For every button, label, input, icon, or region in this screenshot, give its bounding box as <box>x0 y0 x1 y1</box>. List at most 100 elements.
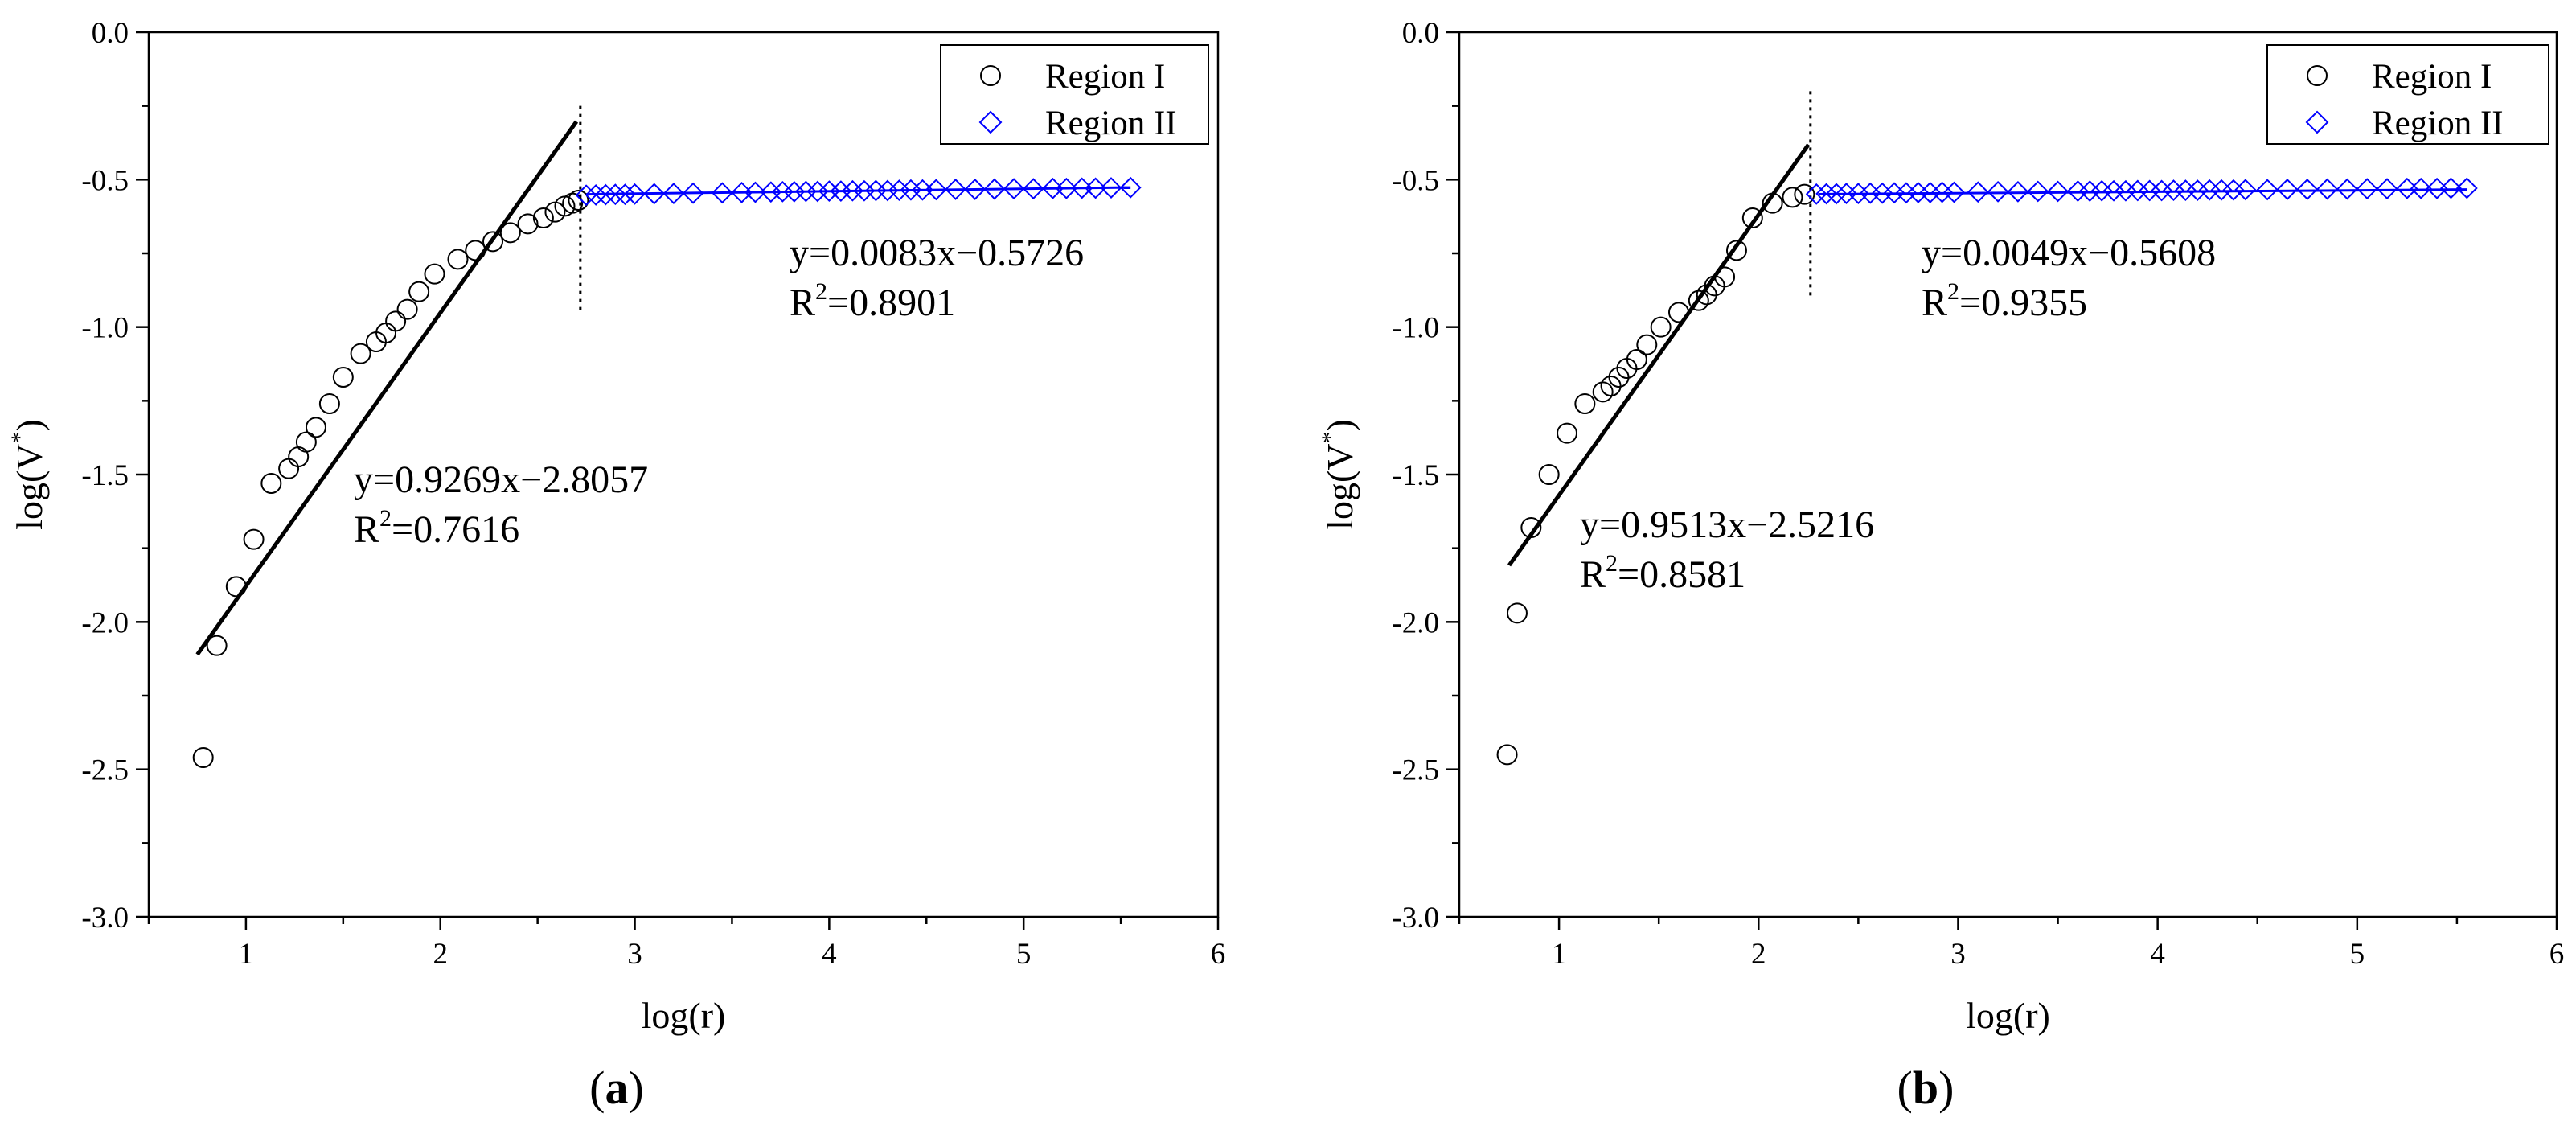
data-point-region-1 <box>465 240 486 261</box>
data-point-region-2 <box>818 180 840 203</box>
fit-line-region-1 <box>195 120 579 656</box>
legend-label: Region II <box>1045 105 1177 142</box>
data-point-region-1 <box>396 298 418 320</box>
data-point-region-2 <box>841 179 863 202</box>
legend-label: Region I <box>2372 58 2492 96</box>
x-tick-label: 3 <box>627 938 642 971</box>
data-point-region-1 <box>1668 302 1689 323</box>
data-point-region-2 <box>682 182 704 204</box>
x-tick-label: 1 <box>1552 938 1567 971</box>
x-tick-label: 4 <box>2150 938 2165 971</box>
data-point-region-1 <box>350 343 371 364</box>
x-axis-title: log(r) <box>1966 995 2050 1036</box>
data-point-region-2 <box>925 179 947 201</box>
data-point-region-2 <box>2163 179 2184 201</box>
data-point-region-2 <box>2090 179 2113 202</box>
data-point-region-2 <box>2316 178 2339 200</box>
r-squared-superscript: 2 <box>1606 550 1618 577</box>
data-point-region-1 <box>1794 183 1815 205</box>
data-point-region-1 <box>1496 744 1518 766</box>
data-point-region-2 <box>1943 181 1965 203</box>
data-point-region-2 <box>1987 180 2009 203</box>
fit-line-region-1 <box>1507 143 1811 567</box>
panel-label-close-paren: ) <box>629 1062 644 1114</box>
y-tick-label: 0.0 <box>92 17 129 50</box>
legend-box <box>2266 44 2549 145</box>
data-point-region-1 <box>243 528 265 550</box>
data-point-region-2 <box>1919 182 1942 203</box>
data-point-region-2 <box>1871 182 1893 204</box>
data-point-region-2 <box>2007 180 2029 203</box>
legend-label: Region I <box>1045 58 1165 96</box>
data-point-region-2 <box>783 180 806 203</box>
y-tick-label: -3.0 <box>1392 902 1439 935</box>
y-axis-title-superscript: * <box>6 432 33 444</box>
x-tick-label: 6 <box>2549 938 2565 971</box>
data-point-region-1 <box>1714 266 1736 288</box>
data-point-region-2 <box>1805 183 1827 205</box>
data-point-region-2 <box>771 180 794 203</box>
data-point-region-2 <box>2198 179 2221 201</box>
data-point-region-2 <box>614 183 636 206</box>
plot-frame <box>1458 31 2558 918</box>
data-point-region-2 <box>2455 177 2478 199</box>
y-axis-title-close: ) <box>9 419 50 431</box>
r-squared-value: =0.9355 <box>1959 281 2087 324</box>
data-point-region-1 <box>1762 192 1783 214</box>
data-point-region-2 <box>888 179 910 201</box>
data-point-region-2 <box>830 180 852 203</box>
fit-equation: y=0.9513x−2.5216 <box>1580 503 1874 546</box>
data-point-region-2 <box>2256 179 2279 201</box>
data-point-region-2 <box>1119 176 1142 199</box>
data-point-region-2 <box>2151 179 2173 202</box>
fit-r-squared: R2=0.8581 <box>1580 550 1745 596</box>
data-point-region-2 <box>2027 180 2049 203</box>
data-point-region-2 <box>1022 178 1044 200</box>
data-point-region-2 <box>853 179 876 202</box>
data-point-region-1 <box>1574 393 1596 414</box>
r-squared-prefix: R <box>1580 553 1606 596</box>
legend-marker-circle <box>980 65 1001 86</box>
data-point-region-1 <box>1626 349 1647 370</box>
data-point-region-1 <box>1782 187 1803 208</box>
data-point-region-2 <box>2396 177 2418 199</box>
data-point-region-2 <box>575 184 597 207</box>
x-tick-label: 1 <box>239 938 254 971</box>
data-point-region-2 <box>594 183 617 206</box>
data-point-region-2 <box>2234 179 2257 201</box>
r-squared-prefix: R <box>1922 281 1947 324</box>
r-squared-value: =0.8581 <box>1618 553 1745 596</box>
series-region-2 <box>1805 177 2478 205</box>
data-point-region-2 <box>585 183 607 206</box>
data-point-region-1 <box>225 576 247 598</box>
data-point-region-1 <box>1506 602 1528 624</box>
data-point-region-2 <box>1085 177 1107 199</box>
data-point-region-2 <box>2410 177 2432 199</box>
r-squared-value: =0.7616 <box>392 508 519 551</box>
data-point-region-2 <box>1055 177 1077 199</box>
x-tick-label: 6 <box>1211 938 1226 971</box>
r-squared-superscript: 2 <box>379 505 392 532</box>
data-point-region-2 <box>964 179 987 200</box>
y-tick-label: -0.5 <box>1392 164 1439 197</box>
y-tick-label: 0.0 <box>1402 17 1439 50</box>
data-point-region-1 <box>482 231 504 253</box>
data-point-region-1 <box>318 393 340 414</box>
data-point-region-1 <box>1636 334 1658 355</box>
data-point-region-1 <box>517 213 539 235</box>
data-point-region-1 <box>260 473 282 494</box>
data-point-region-2 <box>604 183 626 206</box>
data-point-region-1 <box>206 635 228 656</box>
data-point-region-2 <box>624 183 646 205</box>
data-point-region-2 <box>1815 183 1838 205</box>
x-tick-label: 5 <box>1016 938 1032 971</box>
data-point-region-1 <box>1741 207 1763 228</box>
panel-label-letter: b <box>1913 1062 1938 1114</box>
data-point-region-2 <box>876 179 899 202</box>
data-point-region-1 <box>1688 290 1709 311</box>
legend-marker-diamond <box>978 110 1003 134</box>
data-point-region-2 <box>1895 182 1918 204</box>
data-point-region-1 <box>332 367 354 388</box>
y-axis-title-base: log(V <box>1319 444 1360 530</box>
